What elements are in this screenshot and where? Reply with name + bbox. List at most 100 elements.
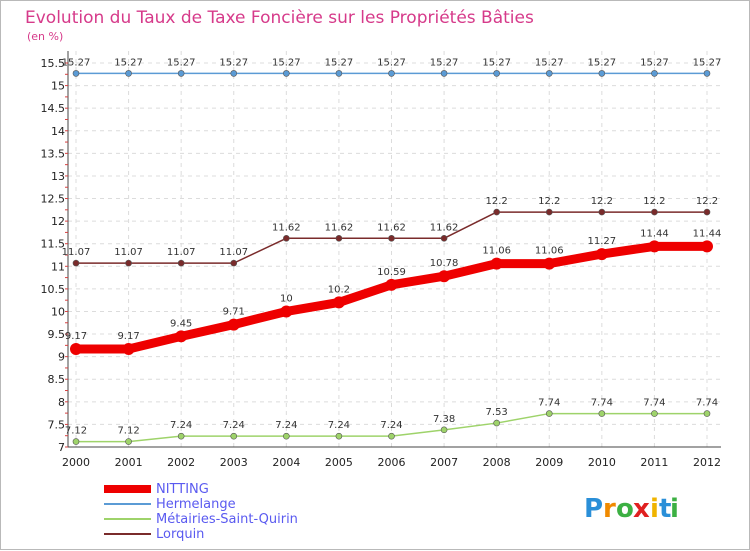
data-point — [598, 70, 606, 77]
data-point — [177, 259, 185, 267]
data-point — [440, 70, 448, 77]
y-tick-label: 9 — [58, 351, 65, 364]
data-point — [177, 70, 185, 77]
data-label: 11.06 — [535, 246, 564, 257]
y-tick-label: 11 — [51, 260, 65, 273]
data-point — [177, 432, 185, 440]
data-label: 9.17 — [65, 331, 87, 342]
x-tick-label: 2005 — [325, 456, 353, 469]
data-point — [125, 259, 132, 267]
data-label: 11.06 — [482, 246, 511, 257]
logo-letter: i — [670, 494, 679, 524]
data-label: 15.27 — [588, 57, 617, 68]
data-label: 11.44 — [640, 228, 669, 239]
legend-item: Métairies-Saint-Quirin — [104, 512, 298, 527]
data-label: 7.12 — [65, 426, 87, 437]
data-label: 11.07 — [62, 247, 91, 258]
data-point — [543, 257, 556, 270]
legend-label: Métairies-Saint-Quirin — [156, 512, 298, 527]
data-point — [125, 438, 132, 445]
series-layer: 15.27 15.27 15.27 15.27 15.27 15.27 15.27 15.27… — [62, 57, 722, 445]
data-label: 11.44 — [693, 228, 722, 239]
logo-letter: P — [584, 494, 603, 524]
data-label: 7.24 — [380, 420, 402, 431]
data-label: 15.27 — [114, 57, 143, 68]
data-point — [283, 432, 290, 440]
data-label: 7.24 — [275, 420, 297, 431]
data-point — [335, 234, 343, 242]
x-tick-label: 2006 — [378, 456, 406, 469]
data-point — [703, 410, 711, 417]
y-tick-label: 10 — [51, 305, 65, 318]
data-label: 10.78 — [430, 258, 459, 269]
y-tick-label: 10.5 — [41, 283, 66, 296]
logo-letter: i — [650, 494, 659, 524]
data-label: 15.27 — [377, 57, 406, 68]
y-tick-label: 15 — [51, 80, 65, 93]
data-label: 12.2 — [696, 196, 718, 207]
x-tick-label: 2010 — [588, 456, 616, 469]
data-label: 7.74 — [643, 398, 665, 409]
y-tick-label: 13.5 — [41, 147, 66, 160]
legend: NITTINGHermelangeMétairies-Saint-QuirinL… — [104, 482, 298, 542]
data-point — [545, 70, 553, 77]
legend-label: Lorquin — [156, 527, 204, 542]
data-label: 11.62 — [377, 222, 406, 233]
data-point — [230, 70, 238, 77]
data-label: 15.27 — [62, 57, 91, 68]
data-label: 15.27 — [430, 57, 459, 68]
data-point — [70, 342, 82, 355]
data-point — [651, 208, 658, 216]
chart-title: Evolution du Taux de Taxe Foncière sur l… — [25, 8, 534, 28]
series-hermelange: 15.27 15.27 15.27 15.27 15.27 15.27 15.27 15.27… — [62, 57, 721, 77]
y-tick-label: 14.5 — [41, 102, 66, 115]
x-tick-label: 2004 — [272, 456, 300, 469]
data-point — [72, 70, 80, 77]
logo-letter: t — [659, 494, 671, 524]
data-label: 10 — [280, 293, 293, 304]
data-point — [703, 208, 711, 216]
data-label: 7.74 — [591, 398, 613, 409]
y-tick-label: 9.5 — [48, 328, 66, 341]
data-label: 11.07 — [219, 247, 248, 258]
data-label: 15.27 — [535, 57, 564, 68]
legend-item: NITTING — [104, 482, 209, 497]
data-point — [440, 234, 448, 242]
data-point — [72, 438, 80, 445]
data-point — [651, 410, 658, 417]
data-label: 7.74 — [696, 398, 718, 409]
legend-label: NITTING — [156, 482, 209, 497]
y-tick-label: 7.5 — [48, 418, 66, 431]
y-tick-label: 13 — [51, 170, 65, 183]
data-label: 7.74 — [538, 398, 560, 409]
y-tick-label: 11.5 — [41, 238, 66, 251]
data-point — [545, 208, 553, 216]
logo-letter: r — [603, 494, 616, 524]
y-tick-label: 14 — [51, 125, 65, 138]
x-tick-label: 2000 — [62, 456, 90, 469]
data-point — [440, 426, 448, 434]
data-point — [230, 432, 238, 440]
data-point — [701, 240, 713, 253]
data-label: 11.07 — [114, 247, 143, 258]
data-point — [598, 208, 606, 216]
data-label: 12.2 — [591, 196, 613, 207]
legend-item: Hermelange — [104, 497, 236, 512]
logo-letter: o — [616, 494, 634, 524]
data-point — [595, 248, 608, 261]
data-label: 10.2 — [328, 284, 350, 295]
data-point — [335, 432, 343, 440]
legend-label: Hermelange — [156, 497, 236, 512]
x-tick-label: 2008 — [483, 456, 511, 469]
data-point — [283, 70, 290, 77]
x-tick-label: 2011 — [640, 456, 668, 469]
data-point — [122, 342, 135, 355]
data-point — [493, 419, 500, 427]
data-label: 7.38 — [433, 414, 455, 425]
y-tick-label: 8.5 — [48, 373, 66, 386]
data-label: 15.27 — [219, 57, 248, 68]
data-label: 7.24 — [328, 420, 350, 431]
data-label: 10.59 — [377, 267, 406, 278]
axes: 7 7.5 8 8.5 9 9.5 10 10.5 11 11.5 12 12.5 13 13.5 14 14… — [41, 51, 721, 469]
data-point — [493, 208, 500, 216]
